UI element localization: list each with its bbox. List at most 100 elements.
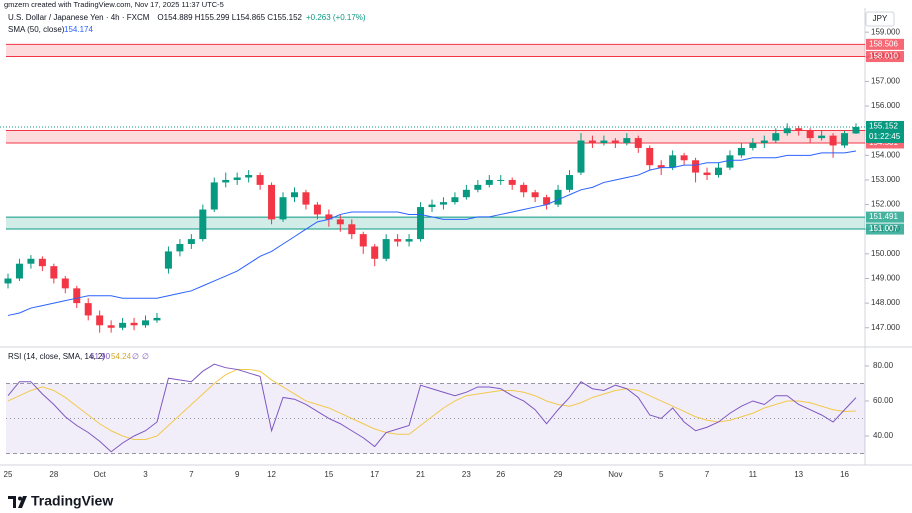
sma-title: SMA (50, close)	[8, 25, 65, 34]
candle-body	[611, 140, 619, 144]
candle-body	[737, 147, 745, 156]
y-tick-label: 150.000	[871, 249, 900, 258]
y-tick-label: 153.000	[871, 175, 900, 184]
candle-body	[760, 140, 768, 144]
candle-body	[508, 179, 516, 185]
candle-body	[119, 322, 127, 328]
candle-body	[382, 239, 390, 259]
logo-mark	[18, 496, 22, 501]
logo-mark	[8, 496, 16, 508]
sma-line	[7, 150, 857, 316]
candle-body	[359, 234, 367, 247]
y-tick-label: 80.00	[873, 361, 894, 370]
x-tick-label: 7	[189, 470, 194, 479]
price-tag	[866, 211, 904, 223]
x-tick-label: Oct	[93, 470, 106, 479]
x-tick-label: 21	[416, 470, 425, 479]
price-tag	[866, 223, 904, 235]
candle-body	[841, 133, 849, 146]
candle-body	[577, 140, 585, 173]
candle-body	[772, 133, 780, 141]
candle-body	[474, 184, 482, 190]
candle-body	[485, 179, 493, 185]
candle-body	[302, 192, 310, 205]
last-price-label: 155.152	[869, 122, 898, 131]
x-tick-label: Nov	[608, 470, 622, 479]
candle-body	[313, 204, 321, 215]
x-tick-label: 16	[840, 470, 849, 479]
candle-body	[279, 197, 287, 220]
x-tick-label: 15	[324, 470, 333, 479]
candle-body	[210, 182, 218, 210]
zone	[6, 130, 865, 143]
candle-body	[96, 315, 104, 326]
zone	[6, 217, 865, 230]
candle-body	[795, 128, 803, 131]
candle-body	[451, 197, 459, 203]
x-tick-label: 9	[235, 470, 240, 479]
rsi-line	[7, 363, 857, 453]
candle-body	[222, 179, 230, 183]
candle-body	[187, 239, 195, 245]
x-tick-label: 17	[370, 470, 379, 479]
rsi-sma-value: 54.24	[111, 352, 132, 361]
price-tag-label: 151.491	[869, 212, 898, 221]
candle-body	[15, 263, 23, 279]
candle-body	[417, 207, 425, 240]
candle-body	[829, 135, 837, 146]
y-tick-label: 147.000	[871, 323, 900, 332]
y-tick-label: 157.000	[871, 77, 900, 86]
candle-body	[714, 167, 722, 176]
rsi-title: RSI (14, close, SMA, 14, 2)	[8, 352, 105, 361]
candle-body	[554, 189, 562, 205]
price-tag	[866, 51, 904, 63]
candle-body	[634, 138, 642, 148]
price-tag-label: 151.007	[869, 224, 898, 233]
currency[interactable]: JPY	[873, 14, 888, 23]
x-tick-label: 29	[554, 470, 563, 479]
rsi-value: 61.90	[90, 352, 111, 361]
candle-body	[497, 179, 505, 181]
candle-body	[669, 155, 677, 168]
x-tick-label: 26	[496, 470, 505, 479]
candle-body	[142, 320, 150, 326]
candle-body	[256, 175, 264, 185]
candle-body	[520, 184, 528, 193]
symbol: U.S. Dollar / Japanese Yen · 4h · FXCM	[8, 13, 150, 22]
y-tick-label: 40.00	[873, 431, 894, 440]
currency-box[interactable]	[865, 11, 895, 27]
y-tick-label: 148.000	[871, 298, 900, 307]
y-tick-label: 149.000	[871, 274, 900, 283]
ohlc-legend: O154.889 H155.299 L154.865 C155.152	[157, 13, 302, 22]
y-tick-label: 152.000	[871, 200, 900, 209]
x-tick-label: 13	[794, 470, 803, 479]
x-tick-label: 25	[4, 470, 13, 479]
x-tick-label: 5	[659, 470, 664, 479]
candle-body	[4, 278, 12, 284]
candle-body	[268, 184, 276, 220]
price-tag	[866, 38, 904, 50]
candle-body	[38, 258, 46, 267]
candle-body	[153, 317, 161, 321]
candle-body	[818, 135, 826, 139]
candle-body	[348, 224, 356, 235]
y-tick-label: 159.000	[871, 27, 900, 36]
x-tick-label: 28	[49, 470, 58, 479]
candle-body	[646, 147, 654, 166]
candle-body	[371, 246, 379, 259]
candle-body	[749, 143, 757, 148]
candle-body	[164, 251, 172, 269]
countdown: 01:22:45	[869, 132, 901, 141]
x-tick-label: 12	[267, 470, 276, 479]
price-tag-label: 158.506	[869, 39, 898, 48]
attribution: gmzern created with TradingView.com, Nov…	[4, 0, 224, 9]
candle-body	[405, 239, 413, 242]
candle-body	[290, 192, 298, 198]
candle-body	[130, 322, 138, 326]
candle-body	[806, 130, 814, 139]
candle-body	[50, 266, 58, 279]
candle-body	[439, 202, 447, 205]
candle-body	[726, 155, 734, 168]
candle-body	[531, 192, 539, 198]
x-tick-label: 23	[462, 470, 471, 479]
